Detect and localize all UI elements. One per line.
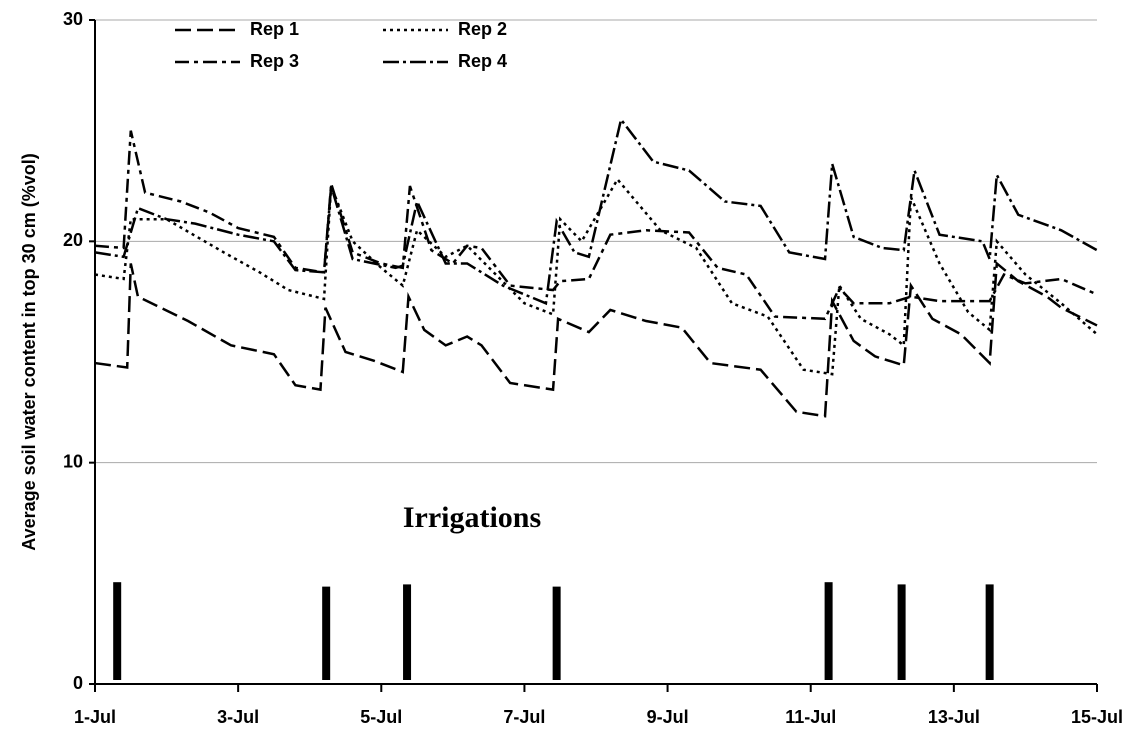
x-tick-label: 3-Jul — [217, 707, 259, 727]
annotation: Irrigations — [403, 501, 541, 534]
x-tick-label: 9-Jul — [647, 707, 689, 727]
line-series — [94, 177, 1098, 376]
line-series — [94, 116, 1098, 306]
irrigation-bar — [322, 586, 331, 680]
legend-label: Rep 2 — [458, 19, 507, 39]
y-tick-label: 0 — [73, 673, 83, 693]
x-tick-label: 1-Jul — [74, 707, 116, 727]
x-tick-label: 5-Jul — [360, 707, 402, 727]
x-tick-label: 7-Jul — [503, 707, 545, 727]
irrigation-bar — [552, 586, 561, 680]
line-series — [94, 130, 1098, 321]
y-tick-label: 20 — [63, 230, 83, 250]
x-tick-label: 11-Jul — [785, 707, 836, 727]
irrigation-bar — [113, 582, 122, 680]
x-tick-label: 15-Jul — [1071, 707, 1123, 727]
x-tick-label: 13-Jul — [928, 707, 980, 727]
y-tick-label: 10 — [63, 451, 83, 471]
legend-label: Rep 1 — [250, 19, 299, 39]
y-tick-label: 30 — [63, 9, 83, 29]
irrigation-bar — [985, 584, 994, 680]
y-axis-label: Average soil water content in top 30 cm … — [19, 153, 39, 550]
irrigation-bar — [824, 582, 833, 680]
line-series — [94, 260, 1098, 418]
irrigation-bar — [403, 584, 412, 680]
legend-label: Rep 4 — [458, 51, 507, 71]
irrigation-bar — [897, 584, 906, 680]
legend-label: Rep 3 — [250, 51, 299, 71]
